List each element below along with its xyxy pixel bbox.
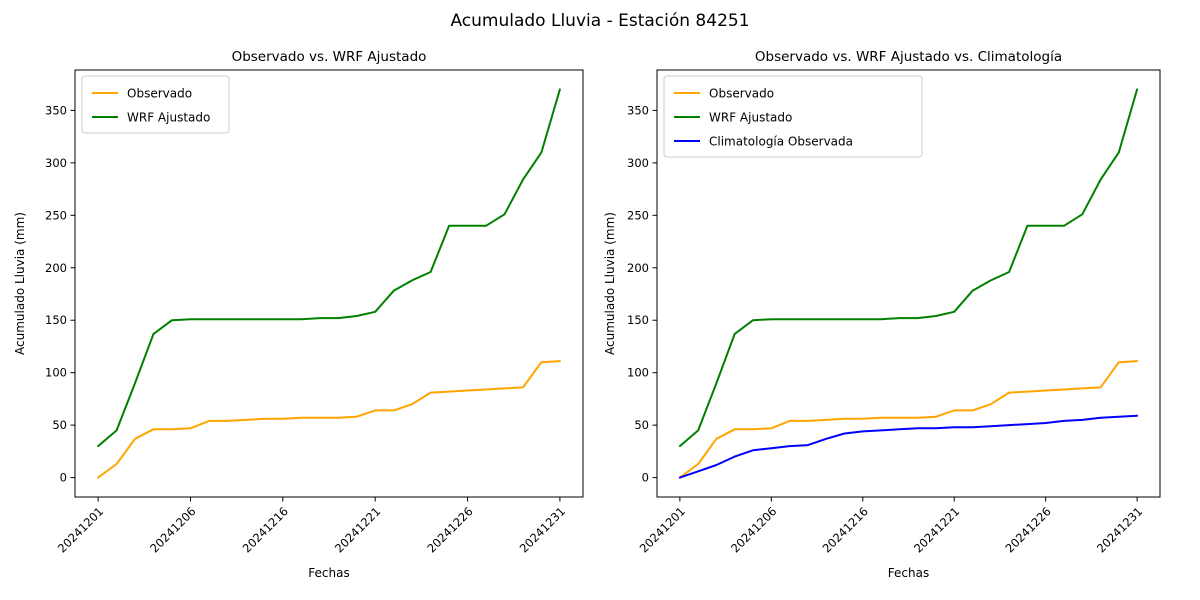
legend-label: WRF Ajustado [127, 111, 210, 125]
y-axis-tick-label: 250 [627, 208, 649, 222]
legend-box [663, 75, 923, 158]
y-axis-tick-label: 250 [45, 208, 67, 222]
x-axis-tick-label: 20241206 [728, 504, 779, 555]
legend: Observado WRF Ajustado Climatología Observ… [663, 75, 923, 158]
legend: Observado WRF Ajustado [81, 75, 230, 134]
x-axis-tick-label: 20241216 [820, 504, 871, 555]
series-line-wrf-ajustado [97, 88, 561, 448]
subplot-title: Observado vs. WRF Ajustado [232, 49, 427, 65]
legend-label: Observado [127, 87, 192, 101]
y-axis-tick-label: 0 [642, 471, 649, 485]
y-axis-tick-label: 150 [627, 313, 649, 327]
y-axis-tick-label: 200 [627, 261, 649, 275]
legend-label: Climatología Observada [709, 135, 853, 149]
x-axis-tick-label: 20241221 [911, 504, 962, 555]
x-axis-label: Fechas [308, 566, 349, 580]
figure-title: Acumulado Lluvia - Estación 84251 [450, 11, 750, 31]
series-line-climatolog-a-observada [678, 414, 1139, 479]
legend-label: Observado [709, 87, 774, 101]
axes-frame [656, 69, 1161, 498]
y-axis-label: Acumulado Lluvia (mm) [603, 212, 617, 355]
subplot-title: Observado vs. WRF Ajustado vs. Climatolo… [755, 49, 1062, 65]
x-axis-tick-label: 20241216 [240, 504, 291, 555]
y-axis-tick-label: 300 [627, 156, 649, 170]
legend-box [81, 75, 230, 134]
series-line-observado [678, 360, 1139, 479]
y-axis-tick-label: 350 [45, 103, 67, 117]
axes-frame [74, 69, 584, 498]
y-axis-tick-label: 300 [45, 156, 67, 170]
chart-observado-vs-wrf: Observado vs. WRF Ajustado 0 50 100 150 200 25… [13, 49, 584, 580]
legend-label: WRF Ajustado [709, 111, 792, 125]
x-axis-tick-label: 20241231 [1094, 504, 1145, 555]
y-axis-tick-label: 200 [45, 261, 67, 275]
y-axis-tick-label: 350 [627, 103, 649, 117]
chart-observado-vs-wrf-vs-climatologia: Observado vs. WRF Ajustado vs. Climatolo… [603, 49, 1161, 580]
y-axis-tick-label: 0 [60, 471, 67, 485]
x-axis-tick-label: 20241221 [332, 504, 383, 555]
y-axis-tick-label: 150 [45, 313, 67, 327]
x-axis-tick-label: 20241226 [424, 504, 475, 555]
series-line-wrf-ajustado [678, 88, 1139, 448]
x-axis-tick-label: 20241226 [1003, 504, 1054, 555]
y-axis-tick-label: 50 [52, 418, 67, 432]
x-axis-tick-label: 20241201 [637, 504, 688, 555]
y-axis-tick-label: 50 [634, 418, 649, 432]
y-axis-tick-label: 100 [45, 366, 67, 380]
y-axis-label: Acumulado Lluvia (mm) [13, 212, 27, 355]
x-axis-tick-label: 20241231 [517, 504, 568, 555]
series-line-observado [97, 360, 561, 479]
y-axis-tick-label: 100 [627, 366, 649, 380]
x-axis-tick-label: 20241201 [55, 504, 106, 555]
x-axis-tick-label: 20241206 [147, 504, 198, 555]
x-axis-label: Fechas [888, 566, 929, 580]
